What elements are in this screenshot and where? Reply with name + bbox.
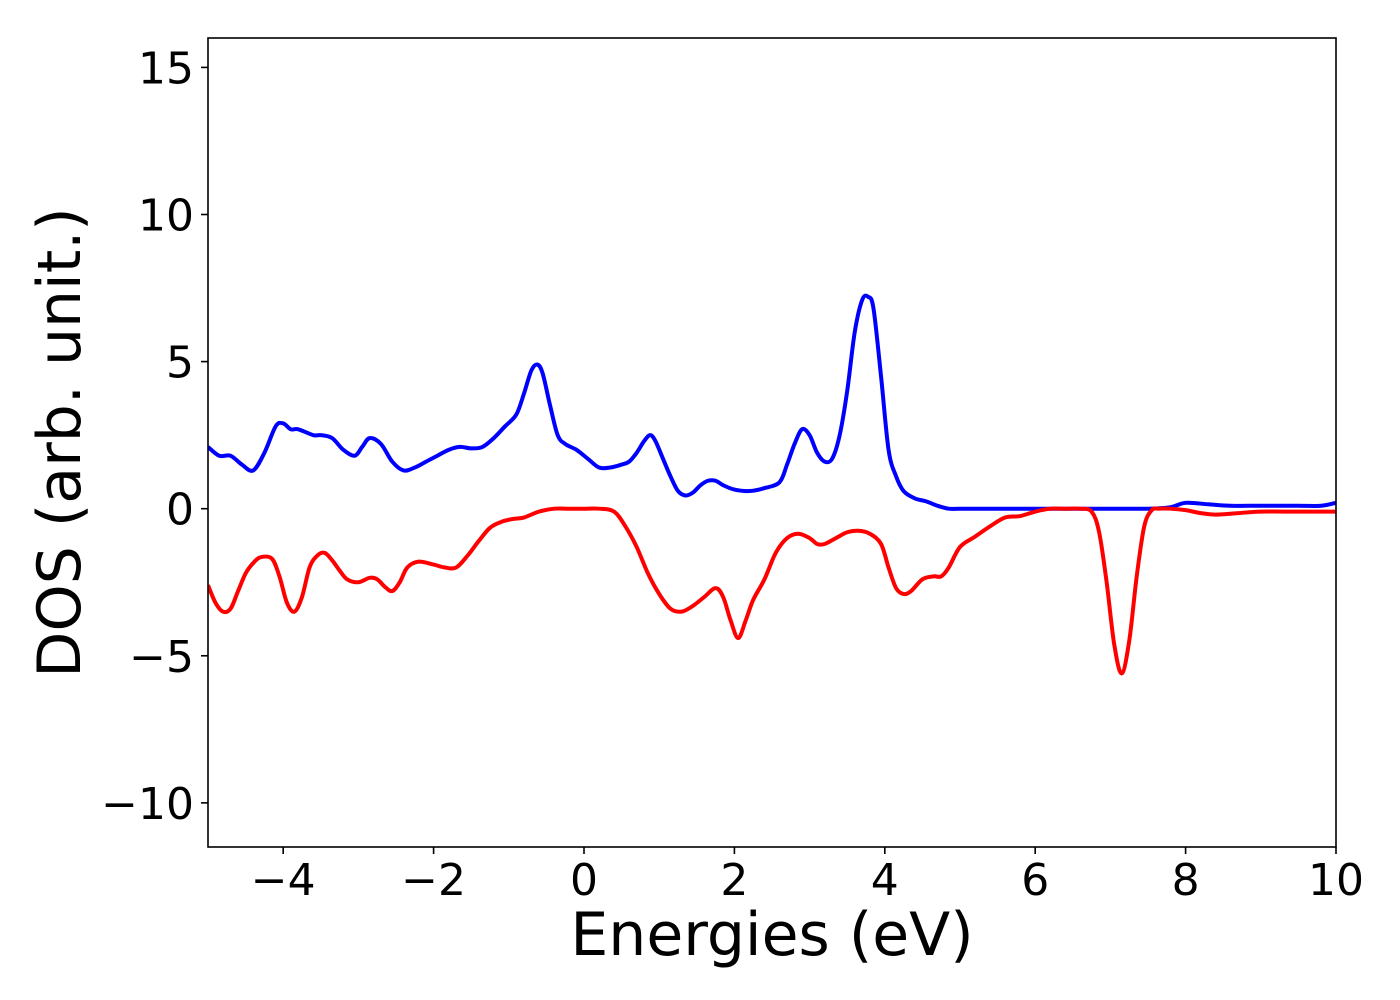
x-axis: −4 −2 0 2 4 6 8 10 <box>251 847 1364 906</box>
x-tick-label: 0 <box>570 855 598 906</box>
y-axis-label: DOS (arb. unit.) <box>25 207 95 677</box>
y-tick-label: 0 <box>166 485 194 536</box>
series-line-spin-up <box>208 293 1336 511</box>
x-tick-label: −2 <box>401 855 466 906</box>
plot-area <box>208 293 1336 676</box>
x-tick-label: 2 <box>720 855 748 906</box>
x-axis-label: Energies (eV) <box>570 900 973 970</box>
y-tick-label: 5 <box>166 338 194 389</box>
y-tick-label: 10 <box>138 191 194 242</box>
y-axis: −10 −5 0 5 10 15 <box>101 43 208 830</box>
axes-frame <box>207 37 1337 848</box>
y-tick-label: −5 <box>129 632 194 683</box>
x-tick-label: 6 <box>1021 855 1049 906</box>
y-tick-label: −10 <box>101 779 194 830</box>
x-tick-label: 10 <box>1308 855 1364 906</box>
x-tick-label: −4 <box>251 855 316 906</box>
x-tick-label: 8 <box>1172 855 1200 906</box>
series-line-spin-down <box>208 506 1336 676</box>
y-tick-label: 15 <box>138 43 194 94</box>
x-tick-label: 4 <box>871 855 899 906</box>
